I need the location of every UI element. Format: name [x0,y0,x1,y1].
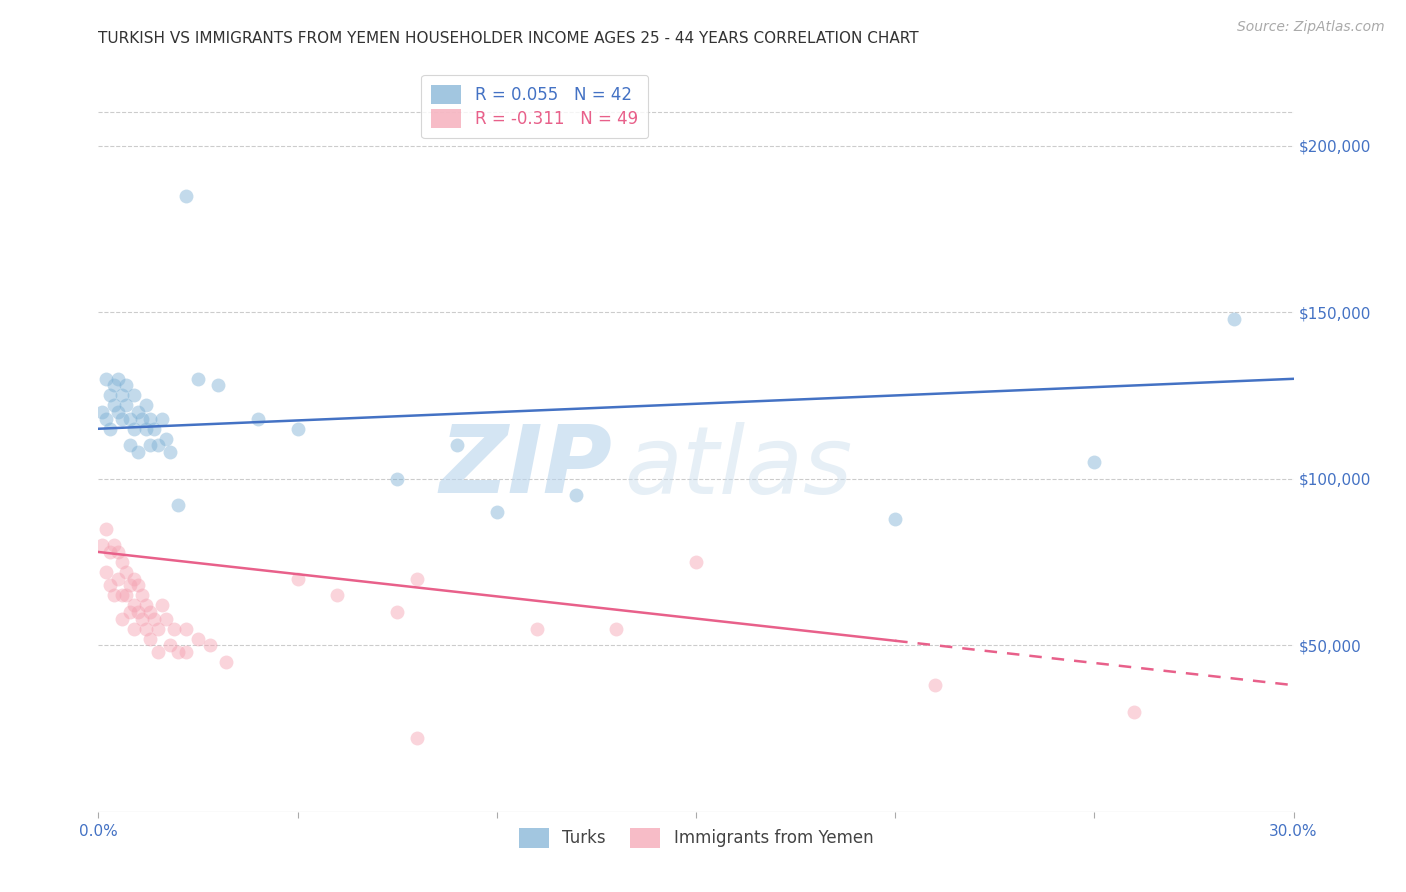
Point [96,522,118,536]
Point [127,605,149,619]
Point [111,588,134,602]
Point [120,605,142,619]
Point [215,655,238,669]
Point [385,605,409,619]
Point [406,731,429,746]
Point [174,622,197,636]
Point [1123,705,1146,719]
Point [207,378,229,392]
Point [135,599,157,613]
Point [187,632,209,646]
Point [155,611,177,625]
Point [124,572,146,586]
Point [103,399,125,413]
Point [167,499,190,513]
Point [103,378,125,392]
Point [174,645,197,659]
Point [131,411,153,425]
Point [163,622,186,636]
Legend: Turks, Immigrants from Yemen: Turks, Immigrants from Yemen [510,820,882,855]
Point [485,505,508,519]
Point [685,555,707,569]
Point [135,422,157,436]
Point [139,605,162,619]
Point [111,555,134,569]
Point [385,472,409,486]
Point [406,572,429,586]
Point [135,399,157,413]
Point [326,588,349,602]
Point [107,405,129,419]
Point [120,411,142,425]
Point [115,399,138,413]
Point [91,405,114,419]
Point [111,611,134,625]
Point [131,611,153,625]
Point [131,588,153,602]
Point [198,638,221,652]
Point [127,445,149,459]
Point [155,432,177,446]
Text: TURKISH VS IMMIGRANTS FROM YEMEN HOUSEHOLDER INCOME AGES 25 - 44 YEARS CORRELATI: TURKISH VS IMMIGRANTS FROM YEMEN HOUSEHO… [98,31,920,46]
Point [446,438,468,452]
Point [150,599,173,613]
Point [111,411,134,425]
Point [120,578,142,592]
Point [526,622,548,636]
Point [139,438,162,452]
Point [143,611,166,625]
Point [124,599,146,613]
Point [107,372,129,386]
Point [187,372,209,386]
Point [924,678,946,692]
Point [159,638,181,652]
Point [139,632,162,646]
Point [124,388,146,402]
Point [115,378,138,392]
Point [124,622,146,636]
Point [287,422,309,436]
Point [287,572,309,586]
Point [605,622,627,636]
Point [143,422,166,436]
Point [103,538,125,552]
Point [115,588,138,602]
Text: ZIP: ZIP [440,421,613,513]
Point [148,645,170,659]
Point [124,422,146,436]
Point [1083,455,1105,469]
Point [884,511,907,525]
Point [120,438,142,452]
Text: atlas: atlas [624,422,852,513]
Point [167,645,190,659]
Point [107,572,129,586]
Point [150,411,173,425]
Point [98,388,122,402]
Point [127,405,149,419]
Point [148,622,170,636]
Point [107,545,129,559]
Point [246,411,269,425]
Point [98,422,122,436]
Point [98,545,122,559]
Point [96,411,118,425]
Point [1223,311,1246,326]
Point [115,565,138,579]
Point [139,411,162,425]
Point [96,565,118,579]
Text: Source: ZipAtlas.com: Source: ZipAtlas.com [1237,20,1385,34]
Point [148,438,170,452]
Point [103,588,125,602]
Point [96,372,118,386]
Point [91,538,114,552]
Point [565,488,588,502]
Point [98,578,122,592]
Point [127,578,149,592]
Point [174,188,197,202]
Point [111,388,134,402]
Point [159,445,181,459]
Point [135,622,157,636]
